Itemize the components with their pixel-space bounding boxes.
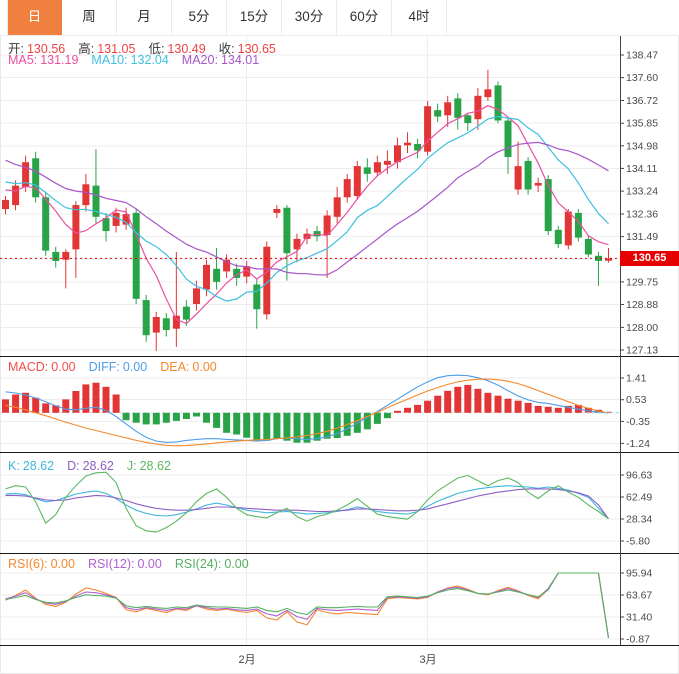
rsi24-line: [5, 572, 610, 639]
macd-panel: [0, 374, 620, 447]
tab-5分[interactable]: 5分: [172, 0, 227, 35]
price-tick-label: 136.72: [626, 95, 658, 107]
price-axis: 138.47 137.60 136.72 135.85 134.98 134.11 133.…: [620, 36, 658, 646]
tab-月[interactable]: 月: [117, 0, 172, 35]
price-tick-label: 135.85: [626, 118, 658, 130]
ohlc-item: 开: 130.56: [8, 42, 66, 56]
kdj-legend: K: 28.62 D: 28.62 J: 28.62: [8, 459, 184, 473]
ma-legend: MA5: 131.19 MA10: 132.04 MA20: 134.01: [8, 53, 272, 67]
kdj-panel: [5, 471, 609, 533]
rsi-item: RSI(12): 0.00: [87, 557, 162, 571]
j-line: [5, 471, 609, 533]
k-line: [5, 485, 609, 520]
ohlc-item: 高: 131.05: [78, 42, 136, 56]
rsi-tick-label: 31.40: [626, 612, 652, 624]
ma20-line: [5, 141, 609, 276]
kdj-tick-label: 62.49: [626, 492, 652, 504]
rsi-tick-label: 95.94: [626, 568, 652, 580]
price-tick-label: 133.24: [626, 186, 658, 198]
ohlc-item: 低: 130.49: [148, 42, 206, 56]
kdj-tick-label: 96.63: [626, 470, 652, 482]
ohlc-legend: 开: 130.56 高: 131.05 低: 130.49 收: 130.65: [8, 38, 289, 57]
price-tick-label: 137.60: [626, 72, 658, 84]
diff-line: [5, 374, 609, 443]
price-tick-label: 131.49: [626, 231, 658, 243]
d-line: [5, 488, 609, 520]
rsi-item: RSI(24): 0.00: [174, 557, 249, 571]
price-tick-label: 132.36: [626, 209, 658, 221]
rsi-legend: RSI(6): 0.00 RSI(12): 0.00 RSI(24): 0.00: [8, 557, 262, 571]
ma-item: MA10: 132.04: [91, 53, 169, 67]
timeframe-tabs: 日周月 5分 15分 30分 60分 4时: [0, 0, 679, 36]
macd-tick-label: -1.24: [626, 438, 650, 450]
price-tick-label: 138.47: [626, 50, 658, 62]
price-tick-label: 128.88: [626, 299, 658, 311]
dea-line: [5, 378, 609, 447]
kdj-item: D: 28.62: [67, 459, 114, 473]
price-tick-label: 134.11: [626, 163, 657, 175]
macd-legend: MACD: 0.00 DIFF: 0.00 DEA: 0.00: [8, 360, 230, 374]
macd-tick-label: -0.35: [626, 416, 650, 428]
grid-lines: [0, 36, 620, 645]
kdj-item: J: 28.62: [126, 459, 171, 473]
kdj-tick-label: 28.34: [626, 514, 652, 526]
rsi-panel: [5, 572, 610, 639]
rsi6-line: [5, 572, 610, 639]
macd-tick-label: 0.53: [626, 394, 647, 406]
price-tick-label: 127.13: [626, 345, 658, 357]
price-tick-label: 129.75: [626, 276, 658, 288]
tab-4时[interactable]: 4时: [392, 0, 447, 35]
separators: [0, 356, 679, 646]
ma10-line: [5, 115, 609, 302]
ohlc-item: 收: 130.65: [218, 42, 276, 56]
x-axis-label-3月: 3月: [419, 654, 437, 666]
rsi-item: RSI(6): 0.00: [8, 557, 75, 571]
x-axis-label-2月: 2月: [238, 654, 256, 666]
tab-15分[interactable]: 15分: [227, 0, 282, 35]
macd-tick-label: 1.41: [626, 373, 647, 385]
tab-30分[interactable]: 30分: [282, 0, 337, 35]
ma-item: MA5: 131.19: [8, 53, 79, 67]
ma-item: MA20: 134.01: [181, 53, 260, 67]
rsi-tick-label: 63.67: [626, 590, 652, 602]
macd-item: DIFF: 0.00: [88, 360, 148, 374]
tab-日[interactable]: 日: [7, 0, 62, 35]
price-tick-label: 134.98: [626, 140, 658, 152]
tab-60分[interactable]: 60分: [337, 0, 392, 35]
price-tick-label: 128.00: [626, 322, 658, 334]
current-price-badge: 130.65: [620, 251, 679, 266]
tab-周[interactable]: 周: [62, 0, 117, 35]
kdj-tick-label: -5.80: [626, 536, 650, 548]
macd-item: MACD: 0.00: [8, 360, 76, 374]
ma-lines: [5, 105, 609, 325]
candlesticks: [2, 69, 612, 351]
kdj-item: K: 28.62: [8, 459, 55, 473]
ma5-line: [5, 105, 609, 325]
macd-item: DEA: 0.00: [160, 360, 217, 374]
rsi12-line: [5, 572, 610, 639]
rsi-tick-label: -0.87: [626, 634, 650, 646]
